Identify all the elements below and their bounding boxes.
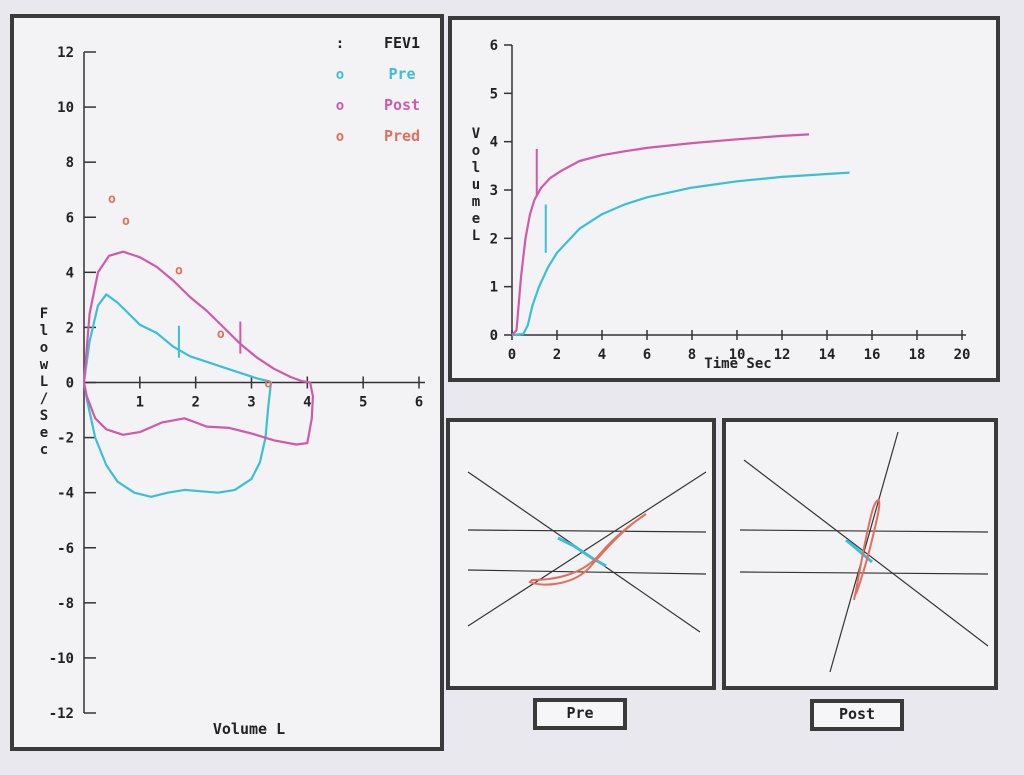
legend-marker-pred: o [336,129,344,145]
y-tick-label: -10 [49,651,74,667]
pred-point: o [175,264,183,279]
x-tick-label: 18 [909,347,926,363]
y-tick-label: -2 [57,431,74,447]
legend-label-post: Post [384,96,420,114]
series-line-post [82,250,314,446]
series-line-post [511,133,810,336]
x-tick-label: 1 [136,395,144,411]
pre-quality-loop [528,513,647,586]
post-quality-plot [739,431,989,673]
x-tick-label: 5 [359,395,367,411]
y-axis-title-char: S [40,408,48,424]
y-tick-label: 5 [490,86,498,102]
pred-point: o [264,377,272,392]
x-tick-label: 3 [247,395,255,411]
y-axis-title-char: m [472,194,480,210]
legend-label-fev1: FEV1 [384,34,420,52]
y-tick-label: -4 [57,486,74,502]
x-tick-label: 4 [303,395,311,411]
y-tick-label: 6 [490,38,498,54]
legend-label-pre: Pre [388,65,415,83]
y-axis-title-char: e [472,211,480,227]
y-axis-title-char: c [40,442,48,458]
x-tick-label: 8 [688,347,696,363]
y-tick-label: 3 [490,183,498,199]
series-line-pre [511,171,850,337]
legend-label-pred: Pred [384,127,420,145]
x-tick-label: 14 [819,347,836,363]
post-quality-panel [722,418,998,690]
pre-quality-panel [446,418,716,690]
x-tick-label: 0 [508,347,516,363]
y-axis-title-char: o [40,340,48,356]
y-tick-label: 6 [66,210,74,226]
x-axis-title: Time Sec [704,356,771,372]
x-tick-label: 4 [598,347,606,363]
reference-line [467,569,707,575]
y-axis-title-char: L [40,374,48,390]
pred-point: o [122,214,130,229]
y-axis-title-char: e [40,425,48,441]
pre-quality-trace [557,536,607,568]
y-tick-label: -6 [57,541,74,557]
x-tick-label: 2 [553,347,561,363]
y-axis-title-char: V [472,126,481,142]
y-tick-label: 2 [490,231,498,247]
y-axis-title-char: / [40,391,48,407]
pre-button[interactable]: Pre [533,698,627,730]
y-tick-label: -12 [49,706,74,722]
pred-point: o [108,192,116,207]
x-axis-title: Volume L [213,720,285,738]
pred-point: o [217,327,225,342]
post-button[interactable]: Post [810,699,904,731]
x-tick-label: 2 [191,395,199,411]
x-tick-label: 6 [643,347,651,363]
reference-line [467,471,707,627]
x-tick-label: 10 [729,347,746,363]
y-axis-title-char: w [40,357,49,373]
y-tick-label: 10 [57,100,74,116]
y-tick-label: 0 [490,328,498,344]
y-tick-label: 4 [66,265,74,281]
y-axis-title-char: o [472,143,480,159]
x-tick-label: 6 [415,395,423,411]
y-tick-label: -8 [57,596,74,612]
legend-marker-pre: o [336,67,344,83]
y-tick-label: 2 [66,320,74,336]
y-axis-title-char: l [472,160,480,176]
legend-marker-post: o [336,98,344,114]
y-tick-label: 8 [66,155,74,171]
y-tick-label: 0 [66,376,74,392]
series-line-pre [82,293,273,498]
reference-line [743,459,989,647]
y-axis-title-char: l [40,323,48,339]
x-tick-label: 20 [954,347,971,363]
y-axis-title-char: u [472,177,480,193]
y-axis-title-char: F [40,306,48,322]
reference-line [467,529,707,533]
pre-quality-plot [467,471,707,633]
y-tick-label: 12 [57,45,74,61]
legend-marker-fev1: : [336,36,344,52]
post-quality-loop [853,499,881,601]
y-axis-title-char: L [472,228,480,244]
x-tick-label: 12 [774,347,791,363]
y-tick-label: 4 [490,135,498,151]
x-tick-label: 16 [864,347,881,363]
y-tick-label: 1 [490,280,498,296]
reference-line [739,529,989,533]
